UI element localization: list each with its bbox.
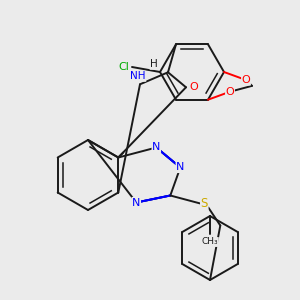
Text: Cl: Cl xyxy=(118,62,129,72)
Text: S: S xyxy=(201,197,208,210)
Text: NH: NH xyxy=(130,71,146,81)
Text: O: O xyxy=(226,87,234,97)
Text: O: O xyxy=(242,75,250,85)
Text: N: N xyxy=(176,163,184,172)
Text: CH₃: CH₃ xyxy=(202,238,218,247)
Text: N: N xyxy=(152,142,160,152)
Text: H: H xyxy=(150,59,158,69)
Text: N: N xyxy=(132,197,140,208)
Text: O: O xyxy=(190,82,198,92)
